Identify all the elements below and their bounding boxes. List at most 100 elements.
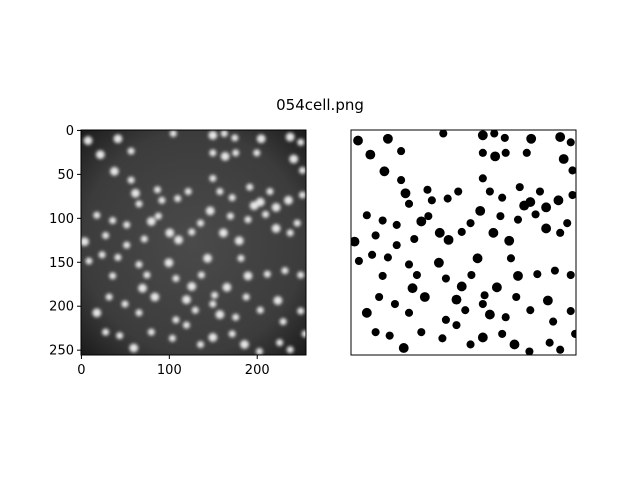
- cell-blob: [285, 132, 295, 142]
- cell-blob: [276, 339, 284, 347]
- cell-blob: [129, 343, 139, 353]
- cell-blob: [208, 130, 218, 140]
- mask-blob: [556, 345, 565, 354]
- left-x-axis: 0 100 200: [77, 355, 270, 378]
- mask-blob: [461, 306, 470, 315]
- mask-blob: [566, 307, 575, 316]
- cell-blob: [240, 340, 249, 349]
- mask-blob: [375, 292, 384, 302]
- cell-blob: [182, 295, 191, 305]
- mask-blob: [477, 130, 488, 141]
- mask-blob: [541, 202, 552, 213]
- mask-blob: [412, 270, 421, 280]
- mask-blob: [509, 339, 520, 350]
- cell-blob: [168, 334, 176, 342]
- cell-blob: [114, 253, 122, 261]
- mask-blob: [549, 317, 558, 326]
- cell-blob: [244, 216, 252, 224]
- cell-blob: [92, 308, 102, 318]
- cell-blob: [109, 217, 117, 225]
- mask-blob: [379, 166, 390, 177]
- mask-blob: [416, 216, 427, 227]
- mask-blob: [467, 270, 476, 280]
- mask-blob: [545, 338, 554, 347]
- cell-blob: [197, 219, 205, 227]
- y-tick-label: 150: [49, 256, 74, 271]
- cell-blob: [140, 235, 148, 243]
- cell-blob: [113, 134, 123, 144]
- mask-blob: [451, 294, 462, 305]
- cell-blob: [226, 212, 234, 220]
- cell-blob: [146, 217, 156, 226]
- mask-blob: [407, 283, 418, 294]
- mask-blob: [456, 281, 467, 292]
- cell-blob: [234, 236, 244, 246]
- cell-blob: [301, 330, 306, 338]
- cell-blob: [289, 154, 299, 164]
- mask-blob: [531, 210, 540, 219]
- mask-blob: [433, 257, 444, 268]
- cell-blob: [263, 270, 271, 278]
- cell-blob: [271, 202, 281, 212]
- mask-blob: [501, 313, 510, 322]
- cell-blob: [191, 306, 199, 314]
- x-tick-label: 100: [157, 363, 182, 378]
- cell-blob: [242, 293, 250, 301]
- cell-blob: [262, 210, 270, 218]
- cell-blob: [174, 195, 182, 203]
- mask-blob: [378, 271, 387, 280]
- mask-blob: [513, 270, 523, 281]
- mask-blob: [496, 212, 505, 221]
- cell-blob: [158, 196, 166, 204]
- mask-blob: [439, 130, 448, 138]
- mask-blob: [485, 187, 494, 196]
- mask-blob: [515, 183, 524, 192]
- left-image-background: [81, 130, 306, 355]
- mask-blob: [506, 254, 516, 263]
- cell-blob: [255, 347, 263, 355]
- cell-blob: [293, 219, 301, 227]
- cell-blob: [172, 316, 180, 324]
- cell-blob: [297, 138, 305, 146]
- cell-blob: [232, 149, 240, 157]
- mask-blob: [371, 328, 380, 337]
- y-tick-label: 100: [49, 212, 74, 227]
- mask-blob: [526, 133, 537, 144]
- mask-blob: [556, 228, 565, 237]
- cell-blob: [228, 330, 236, 338]
- cell-blob: [184, 188, 192, 196]
- mask-blob: [404, 260, 414, 269]
- mask-blob: [382, 133, 393, 144]
- cell-blob: [135, 200, 143, 208]
- right-mask-panel: [350, 129, 577, 356]
- cell-blob: [154, 212, 162, 220]
- mask-blob: [404, 199, 414, 208]
- cell-blob: [131, 188, 140, 198]
- mask-blob: [454, 187, 463, 196]
- mask-blob: [434, 227, 445, 238]
- cell-blob: [85, 257, 93, 265]
- mask-blob: [541, 223, 552, 234]
- cell-blob: [187, 282, 197, 291]
- mask-blob: [533, 270, 542, 279]
- cell-blob: [123, 221, 131, 229]
- mask-blob: [354, 256, 363, 265]
- cell-blob: [279, 318, 287, 326]
- cell-blob: [164, 258, 174, 268]
- cell-blob: [231, 134, 239, 142]
- mask-blob: [525, 347, 534, 355]
- cell-blob: [209, 174, 217, 182]
- mask-blob: [392, 241, 401, 250]
- mask-blob: [480, 291, 489, 300]
- y-tick-label: 0: [66, 124, 74, 139]
- mask-blob: [351, 236, 360, 247]
- mask-blob: [472, 253, 483, 264]
- mask-blob: [443, 194, 452, 203]
- mask-blob: [365, 149, 376, 160]
- cell-blob: [182, 321, 190, 329]
- cell-blob: [83, 136, 93, 145]
- mask-blob: [441, 274, 450, 283]
- mask-blob: [498, 193, 507, 202]
- mask-blob: [427, 196, 436, 205]
